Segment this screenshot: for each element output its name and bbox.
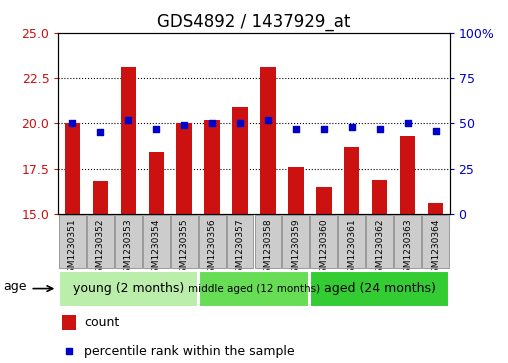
FancyBboxPatch shape bbox=[394, 215, 421, 268]
Text: GSM1230359: GSM1230359 bbox=[292, 219, 300, 279]
FancyBboxPatch shape bbox=[310, 270, 449, 306]
Text: GSM1230356: GSM1230356 bbox=[208, 219, 216, 279]
Text: GSM1230354: GSM1230354 bbox=[152, 219, 161, 279]
Text: GSM1230355: GSM1230355 bbox=[180, 219, 188, 279]
Bar bbox=[148, 152, 164, 214]
Text: GSM1230358: GSM1230358 bbox=[264, 219, 272, 279]
Text: GSM1230360: GSM1230360 bbox=[320, 219, 328, 279]
FancyBboxPatch shape bbox=[227, 215, 253, 268]
Bar bbox=[176, 123, 192, 214]
Text: young (2 months): young (2 months) bbox=[73, 282, 184, 295]
FancyBboxPatch shape bbox=[199, 215, 226, 268]
Text: GSM1230364: GSM1230364 bbox=[431, 219, 440, 279]
Bar bbox=[92, 182, 108, 214]
FancyBboxPatch shape bbox=[59, 270, 198, 306]
Point bbox=[68, 121, 76, 126]
Bar bbox=[260, 67, 276, 214]
Text: GSM1230357: GSM1230357 bbox=[236, 219, 244, 279]
Text: GSM1230351: GSM1230351 bbox=[68, 219, 77, 279]
Bar bbox=[204, 120, 220, 214]
Bar bbox=[288, 167, 304, 214]
FancyBboxPatch shape bbox=[422, 215, 449, 268]
Text: percentile rank within the sample: percentile rank within the sample bbox=[84, 344, 295, 358]
Bar bbox=[232, 107, 248, 214]
FancyBboxPatch shape bbox=[115, 215, 142, 268]
Bar bbox=[62, 315, 76, 330]
FancyBboxPatch shape bbox=[255, 215, 281, 268]
Point bbox=[375, 126, 384, 132]
Bar bbox=[428, 203, 443, 214]
Point bbox=[292, 126, 300, 132]
Point bbox=[403, 121, 411, 126]
Text: GSM1230361: GSM1230361 bbox=[347, 219, 356, 279]
Text: GSM1230363: GSM1230363 bbox=[403, 219, 412, 279]
FancyBboxPatch shape bbox=[87, 215, 114, 268]
Bar bbox=[65, 123, 80, 214]
Title: GDS4892 / 1437929_at: GDS4892 / 1437929_at bbox=[157, 13, 351, 31]
Point bbox=[264, 117, 272, 123]
Bar bbox=[344, 147, 360, 214]
Point bbox=[347, 124, 356, 130]
Text: GSM1230353: GSM1230353 bbox=[124, 219, 133, 279]
FancyBboxPatch shape bbox=[59, 215, 86, 268]
Point bbox=[236, 121, 244, 126]
Point bbox=[320, 126, 328, 132]
FancyBboxPatch shape bbox=[282, 215, 309, 268]
FancyBboxPatch shape bbox=[171, 215, 198, 268]
Point bbox=[431, 128, 439, 134]
Point bbox=[96, 130, 104, 135]
Text: count: count bbox=[84, 316, 119, 329]
FancyBboxPatch shape bbox=[310, 215, 337, 268]
Point bbox=[124, 117, 132, 123]
Text: GSM1230362: GSM1230362 bbox=[375, 219, 384, 279]
Bar bbox=[400, 136, 416, 214]
Bar bbox=[372, 180, 388, 214]
Bar bbox=[120, 67, 136, 214]
Text: age: age bbox=[3, 280, 26, 293]
Point bbox=[180, 122, 188, 128]
Text: middle aged (12 months): middle aged (12 months) bbox=[188, 284, 320, 294]
Point bbox=[65, 348, 73, 354]
Bar bbox=[316, 187, 332, 214]
Text: GSM1230352: GSM1230352 bbox=[96, 219, 105, 279]
Text: aged (24 months): aged (24 months) bbox=[324, 282, 436, 295]
Point bbox=[208, 121, 216, 126]
FancyBboxPatch shape bbox=[199, 270, 309, 306]
FancyBboxPatch shape bbox=[366, 215, 393, 268]
Point bbox=[152, 126, 160, 132]
FancyBboxPatch shape bbox=[338, 215, 365, 268]
FancyBboxPatch shape bbox=[143, 215, 170, 268]
